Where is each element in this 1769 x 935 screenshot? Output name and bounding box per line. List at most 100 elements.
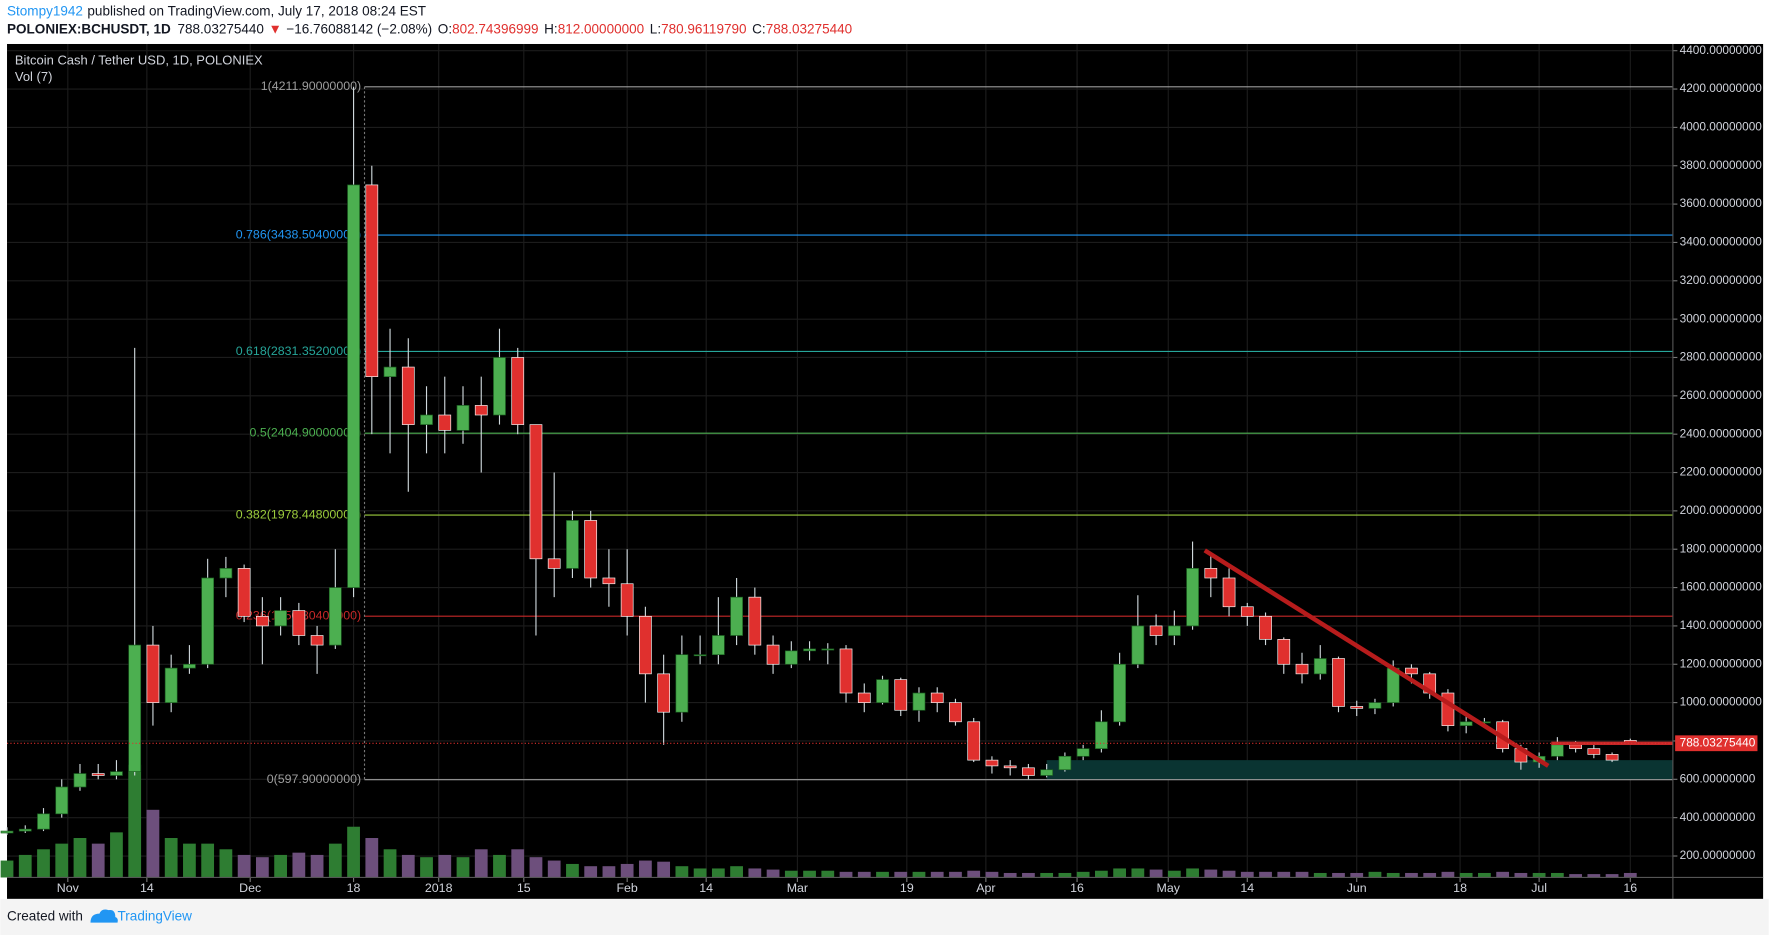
volume-bar bbox=[912, 871, 926, 878]
volume-bar bbox=[766, 869, 780, 878]
y-tick-label: 1000.00000000 bbox=[1680, 695, 1763, 709]
fib-label: 0.786(3438.50400000) bbox=[236, 227, 361, 241]
candle-body bbox=[1149, 625, 1163, 636]
x-tick-label: 14 bbox=[699, 881, 713, 895]
y-tick-label: 600.00000000 bbox=[1680, 771, 1756, 785]
x-tick-label: Feb bbox=[616, 881, 637, 895]
last-price-label: 788.03275440 bbox=[1680, 735, 1756, 749]
volume-bar bbox=[839, 871, 853, 878]
x-tick-label: 2018 bbox=[425, 881, 453, 895]
y-tick-label: 2800.00000000 bbox=[1680, 350, 1763, 364]
candle-body bbox=[620, 583, 634, 617]
candle-body bbox=[183, 663, 196, 669]
volume-bar bbox=[438, 854, 452, 878]
volume-bar bbox=[164, 838, 178, 878]
candle-body bbox=[839, 648, 853, 694]
volume-bar bbox=[237, 854, 251, 878]
volume-bar bbox=[37, 849, 50, 878]
publish-line: Stompy1942 published on TradingView.com, … bbox=[7, 3, 426, 18]
candle-body bbox=[1405, 667, 1418, 675]
volume-bar bbox=[748, 868, 762, 878]
volume-bar bbox=[1405, 872, 1418, 878]
candle-body bbox=[1551, 744, 1564, 757]
ohlc-value: 788.03275440 bbox=[766, 21, 852, 36]
candle-body bbox=[711, 635, 725, 656]
y-tick-label: 2000.00000000 bbox=[1680, 503, 1763, 517]
candle-body bbox=[602, 577, 616, 585]
volume-bar bbox=[1514, 872, 1528, 878]
candle-body bbox=[219, 568, 233, 579]
volume-bar bbox=[985, 871, 999, 878]
volume-bar bbox=[347, 826, 360, 878]
x-tick-label: Apr bbox=[976, 881, 995, 895]
volume-bar bbox=[110, 832, 123, 878]
logo bbox=[90, 909, 118, 923]
y-tick-label: 3400.00000000 bbox=[1680, 235, 1763, 249]
y-tick-label: 1400.00000000 bbox=[1680, 618, 1763, 632]
candle-body bbox=[274, 610, 287, 627]
candle-body bbox=[37, 813, 50, 830]
volume-bar bbox=[1094, 870, 1108, 878]
x-tick-label: Mar bbox=[787, 881, 808, 895]
x-tick-label: 18 bbox=[1453, 881, 1467, 895]
candle-body bbox=[1295, 663, 1309, 675]
y-tick-label: 1200.00000000 bbox=[1680, 656, 1763, 670]
volume-bar bbox=[693, 868, 707, 878]
volume-bar bbox=[18, 854, 32, 878]
volume-bar bbox=[1222, 870, 1236, 878]
x-tick-label: Jul bbox=[1531, 881, 1547, 895]
brand[interactable]: TradingView bbox=[118, 909, 193, 924]
volume-bar bbox=[1058, 872, 1072, 878]
author[interactable]: Stompy1942 bbox=[7, 3, 83, 18]
volume-bar bbox=[1186, 868, 1199, 878]
ohlc-value: 812.00000000 bbox=[558, 21, 644, 36]
volume-bar bbox=[73, 838, 87, 878]
volume-bar bbox=[1167, 870, 1181, 878]
candle-body bbox=[0, 830, 14, 834]
volume-bar bbox=[620, 863, 634, 878]
candle-body bbox=[566, 520, 579, 569]
y-tick-label: 2600.00000000 bbox=[1680, 388, 1763, 402]
volume-bar bbox=[1240, 871, 1254, 878]
candle-body bbox=[383, 366, 397, 377]
volume-bar bbox=[91, 843, 105, 878]
y-tick-label: 4400.00000000 bbox=[1680, 43, 1763, 57]
volume-bar bbox=[383, 849, 397, 878]
candle-body bbox=[639, 615, 652, 675]
candle-body bbox=[1167, 625, 1181, 636]
candle-body bbox=[1003, 765, 1017, 769]
volume-bar bbox=[1587, 874, 1601, 878]
volume-bar bbox=[55, 843, 69, 878]
candle-body bbox=[91, 773, 105, 776]
x-tick-label: 15 bbox=[517, 881, 531, 895]
created-with: Created with bbox=[7, 909, 83, 924]
candle-body bbox=[930, 692, 944, 703]
ohlc-value: 802.74396999 bbox=[452, 21, 538, 36]
candle-body bbox=[1587, 748, 1601, 755]
volume-bar bbox=[493, 854, 506, 878]
x-tick-label: Jun bbox=[1347, 881, 1367, 895]
candle-body bbox=[1040, 769, 1054, 776]
candle-body bbox=[201, 577, 215, 665]
volume-bar bbox=[219, 849, 233, 878]
candle-body bbox=[1259, 615, 1272, 640]
volume-bar bbox=[328, 843, 342, 878]
candle-body bbox=[420, 414, 433, 425]
volume-bar bbox=[1022, 872, 1035, 878]
chart: 200.00000000400.00000000600.00000000800.… bbox=[0, 43, 1763, 895]
candle-body bbox=[310, 635, 324, 646]
candle-body bbox=[730, 596, 743, 636]
candle-body bbox=[474, 405, 488, 416]
candle-body bbox=[784, 650, 798, 665]
candle-body bbox=[821, 648, 835, 651]
fib-label: 0.382(1978.44800000) bbox=[236, 507, 361, 521]
published: published on TradingView.com, July 17, 2… bbox=[87, 3, 426, 18]
y-tick-label: 3000.00000000 bbox=[1680, 311, 1763, 325]
quote-line: POLONIEX:BCHUSDT, 1D 788.03275440 ▼ −16.760… bbox=[7, 21, 852, 36]
y-tick-label: 2200.00000000 bbox=[1680, 465, 1763, 479]
ohlc-key: H: bbox=[544, 21, 558, 36]
candle-body bbox=[1313, 658, 1327, 675]
chart-title: Bitcoin Cash / Tether USD, 1D, POLONIEX bbox=[15, 52, 263, 67]
candle-body bbox=[547, 558, 561, 569]
volume-bar bbox=[529, 857, 543, 878]
